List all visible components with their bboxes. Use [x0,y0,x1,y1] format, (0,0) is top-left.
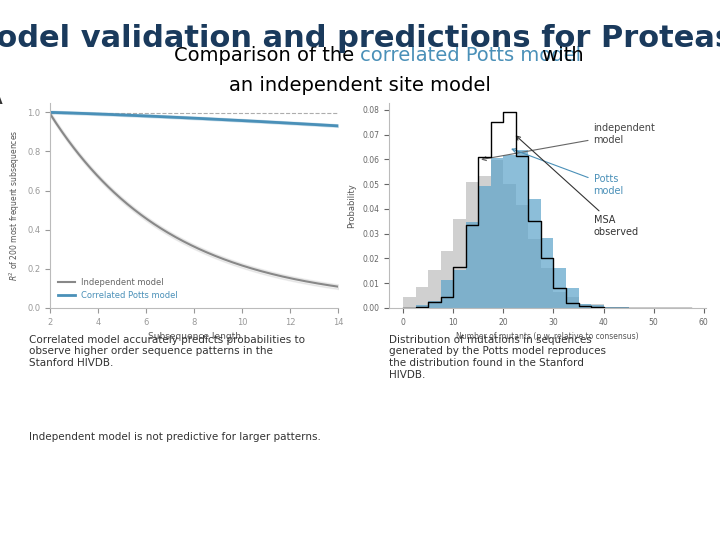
Text: an independent site model: an independent site model [229,76,491,94]
Bar [503,156,516,308]
Bar [578,304,591,308]
Correlated Potts model [217,116,226,123]
Bar [491,158,503,308]
Correlated Potts model [222,117,231,123]
Line: Independent model: Independent model [50,114,338,287]
Bar [415,287,428,308]
Independent model [217,255,226,262]
Independent model [217,255,225,261]
Bar [516,151,528,308]
Independent model [307,279,316,286]
Bar [554,268,566,308]
X-axis label: Number of mutants (p.w. relative to consensus): Number of mutants (p.w. relative to cons… [456,332,639,341]
Independent model [46,111,55,118]
Bar [466,222,478,308]
Text: with: with [536,46,584,65]
Bar [541,268,554,308]
Legend: Independent model, Correlated Potts model: Independent model, Correlated Potts mode… [55,275,181,303]
Bar [528,199,541,308]
Correlated Potts model [47,109,55,116]
Text: Distribution of mutations in sequences
generated by the Potts model reproduces
t: Distribution of mutations in sequences g… [389,335,606,380]
Bar [516,205,528,308]
Text: Independent model is not predictive for larger patterns.: Independent model is not predictive for … [29,432,320,442]
Y-axis label: Probability: Probability [348,183,356,227]
Correlated Potts model [46,109,55,116]
X-axis label: Subsequence length: Subsequence length [148,332,241,341]
Correlated Potts model [334,123,343,129]
Bar [591,305,603,308]
Bar [441,280,454,308]
Text: Comparison of the: Comparison of the [174,46,360,65]
Bar [441,252,454,308]
Bar [428,270,441,308]
Bar [528,239,541,308]
Bar [554,292,566,308]
Text: A: A [0,94,2,107]
Correlated Potts model [307,121,316,127]
Text: Correlated model accurately predicts probabilities to
observe higher order seque: Correlated model accurately predicts pro… [29,335,305,368]
Bar [503,184,516,308]
Correlated Potts model [217,116,225,123]
Text: independent
model: independent model [482,123,655,160]
Text: correlated Potts model: correlated Potts model [360,46,581,65]
Bar [541,238,554,308]
Bar [466,182,478,308]
Text: Potts
model: Potts model [512,148,624,196]
Bar [578,304,591,308]
Bar [491,160,503,308]
Bar [478,176,491,308]
Y-axis label: $R^2$ of 200 most frequent subsequences: $R^2$ of 200 most frequent subsequences [7,130,22,281]
Bar [428,301,441,308]
Bar [591,304,603,308]
Independent model [222,257,231,264]
Line: Correlated Potts model: Correlated Potts model [50,112,338,126]
Correlated Potts model [289,120,297,126]
Bar [454,219,466,308]
Bar [403,298,415,308]
Independent model [289,275,297,282]
Bar [454,269,466,308]
Text: MSA
observed: MSA observed [516,136,639,237]
Bar [478,186,491,308]
Text: Model validation and predictions for Protease: Model validation and predictions for Pro… [0,24,720,53]
Independent model [334,284,343,290]
Bar [415,305,428,308]
Bar [566,288,578,308]
Independent model [47,113,55,119]
Bar [566,298,578,308]
